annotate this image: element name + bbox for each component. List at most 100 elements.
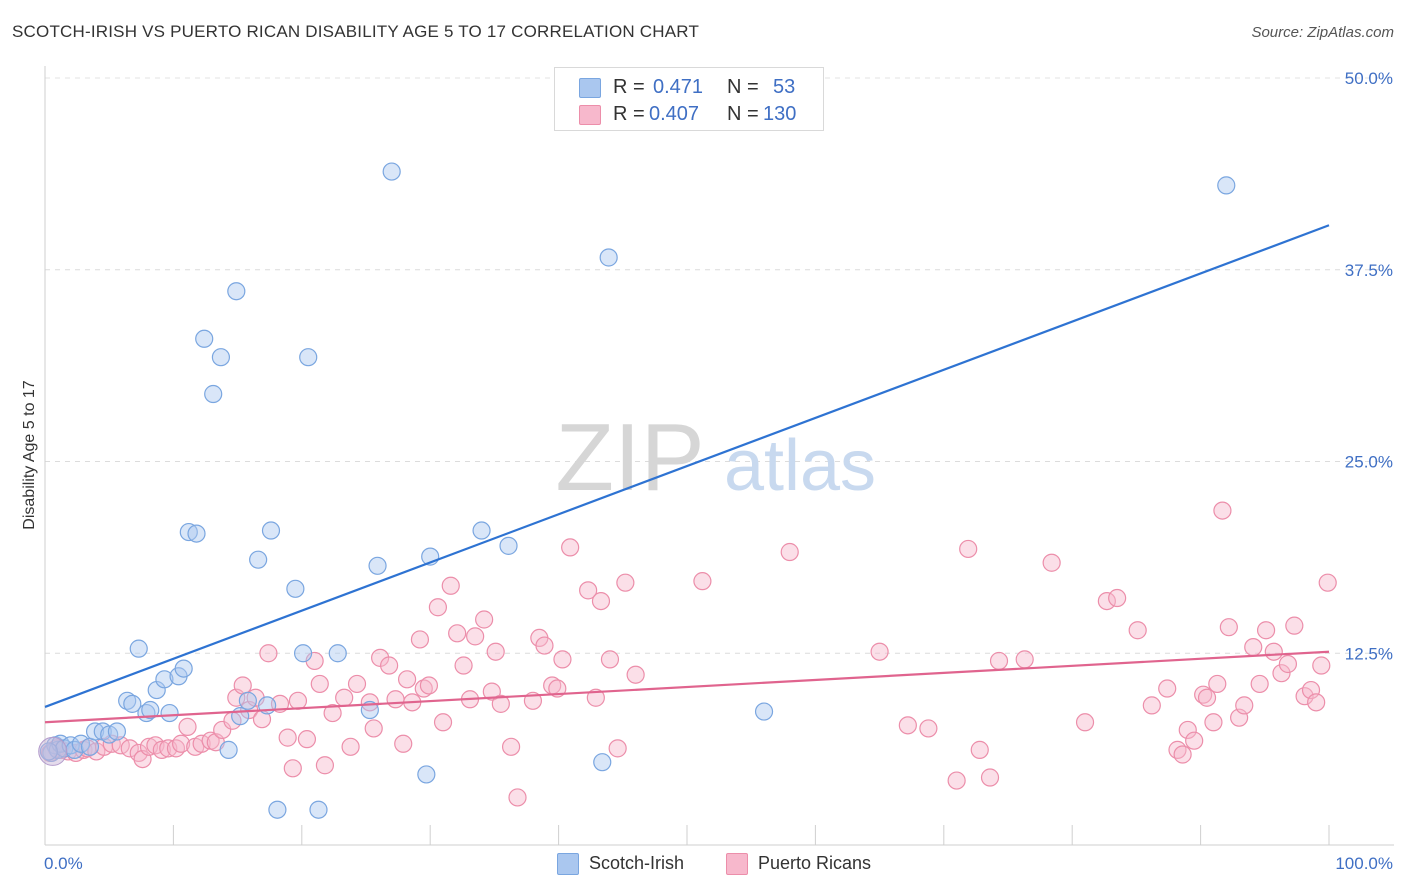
data-point	[414, 679, 433, 698]
data-point	[870, 642, 889, 661]
data-point	[1213, 501, 1232, 520]
data-point	[1142, 696, 1161, 715]
data-point	[1272, 664, 1291, 683]
data-point	[553, 650, 572, 669]
data-point	[475, 610, 494, 629]
data-point	[419, 676, 439, 695]
data-point	[160, 703, 179, 723]
data-point	[980, 768, 1000, 787]
source-label: Source: ZipAtlas.com	[1251, 24, 1394, 41]
data-point	[1173, 745, 1192, 764]
data-point	[386, 690, 405, 709]
data-point	[129, 639, 148, 658]
data-point	[441, 576, 460, 595]
data-point	[1312, 656, 1331, 675]
data-point	[80, 737, 100, 756]
legend-swatch-puerto-ricans	[579, 105, 601, 125]
bottom-legend-label-scotch-irish: Scotch-Irish	[589, 853, 685, 873]
data-point	[341, 737, 360, 756]
data-point	[600, 650, 620, 669]
data-point	[293, 644, 313, 663]
watermark-zip: ZIP	[555, 404, 704, 511]
data-point	[593, 753, 612, 772]
x-tick-label: 0.0%	[44, 854, 83, 873]
data-point	[1285, 616, 1304, 635]
data-point	[364, 719, 383, 738]
data-point	[107, 722, 127, 741]
data-point	[1244, 638, 1263, 657]
legend-row-puerto-ricans: R = 0.407 N = 130	[555, 101, 823, 127]
data-point	[1015, 650, 1034, 669]
data-point	[499, 536, 518, 555]
data-point	[213, 720, 232, 740]
data-point	[501, 737, 521, 756]
data-point	[626, 665, 645, 684]
data-point	[508, 788, 527, 807]
data-point	[227, 282, 246, 301]
bottom-legend-label-puerto-ricans: Puerto Ricans	[758, 853, 872, 873]
data-point	[310, 674, 329, 694]
data-point	[204, 384, 223, 404]
legend-n-label: N =	[727, 102, 759, 125]
legend-n-value: 53	[773, 75, 796, 98]
data-point	[118, 691, 137, 710]
data-point	[947, 771, 966, 790]
legend-r-label: R =	[613, 75, 645, 98]
data-point	[347, 674, 367, 694]
legend: R = 0.471 N = 53 R = 0.407 N = 130	[554, 67, 824, 131]
data-point	[491, 694, 510, 713]
legend-swatch-scotch-irish	[579, 78, 601, 98]
data-point	[591, 591, 611, 611]
data-point	[179, 522, 198, 542]
data-point	[1250, 674, 1269, 694]
data-point	[561, 538, 580, 557]
data-point	[1128, 621, 1147, 640]
data-point	[141, 700, 160, 720]
data-point	[780, 542, 799, 562]
data-point	[394, 734, 413, 753]
data-point	[283, 759, 302, 778]
data-points	[38, 162, 1337, 819]
data-point	[754, 702, 774, 721]
y-tick-label: 50.0%	[1345, 69, 1393, 88]
data-point	[286, 579, 305, 598]
data-point	[85, 722, 105, 741]
data-point	[1097, 591, 1116, 611]
data-point	[454, 656, 473, 675]
data-point	[278, 728, 297, 747]
data-point	[382, 162, 401, 181]
data-point	[1217, 176, 1236, 195]
data-point	[174, 659, 193, 678]
data-point-cluster	[38, 736, 68, 766]
data-point	[1307, 693, 1326, 712]
data-point	[219, 740, 238, 759]
trend-line	[44, 224, 1330, 708]
data-point	[297, 730, 317, 749]
data-point	[693, 572, 712, 591]
chart-title: SCOTCH-IRISH VS PUERTO RICAN DISABILITY …	[12, 22, 700, 41]
data-point	[233, 676, 252, 695]
data-point	[608, 739, 627, 758]
data-point	[328, 644, 347, 663]
data-point	[989, 651, 1009, 671]
data-point	[368, 556, 387, 575]
y-tick-label: 12.5%	[1345, 644, 1393, 663]
data-point	[586, 688, 605, 707]
data-point	[309, 800, 328, 819]
data-point	[448, 624, 467, 643]
legend-row-scotch-irish: R = 0.471 N = 53	[555, 74, 823, 100]
bottom-legend-swatch-puerto-ricans	[726, 853, 748, 875]
data-point	[959, 539, 978, 559]
data-point	[410, 630, 430, 649]
data-point	[1158, 679, 1177, 698]
legend-n-label: N =	[727, 75, 759, 98]
tick-labels: 12.5% 25.0% 37.5% 50.0% 0.0% 100.0%	[44, 69, 1393, 873]
data-point	[548, 679, 567, 698]
data-point	[472, 521, 491, 540]
data-point	[1178, 720, 1197, 740]
data-point	[1264, 642, 1283, 661]
data-point	[417, 765, 436, 784]
data-point	[195, 329, 214, 348]
grid-lines	[45, 77, 1394, 654]
